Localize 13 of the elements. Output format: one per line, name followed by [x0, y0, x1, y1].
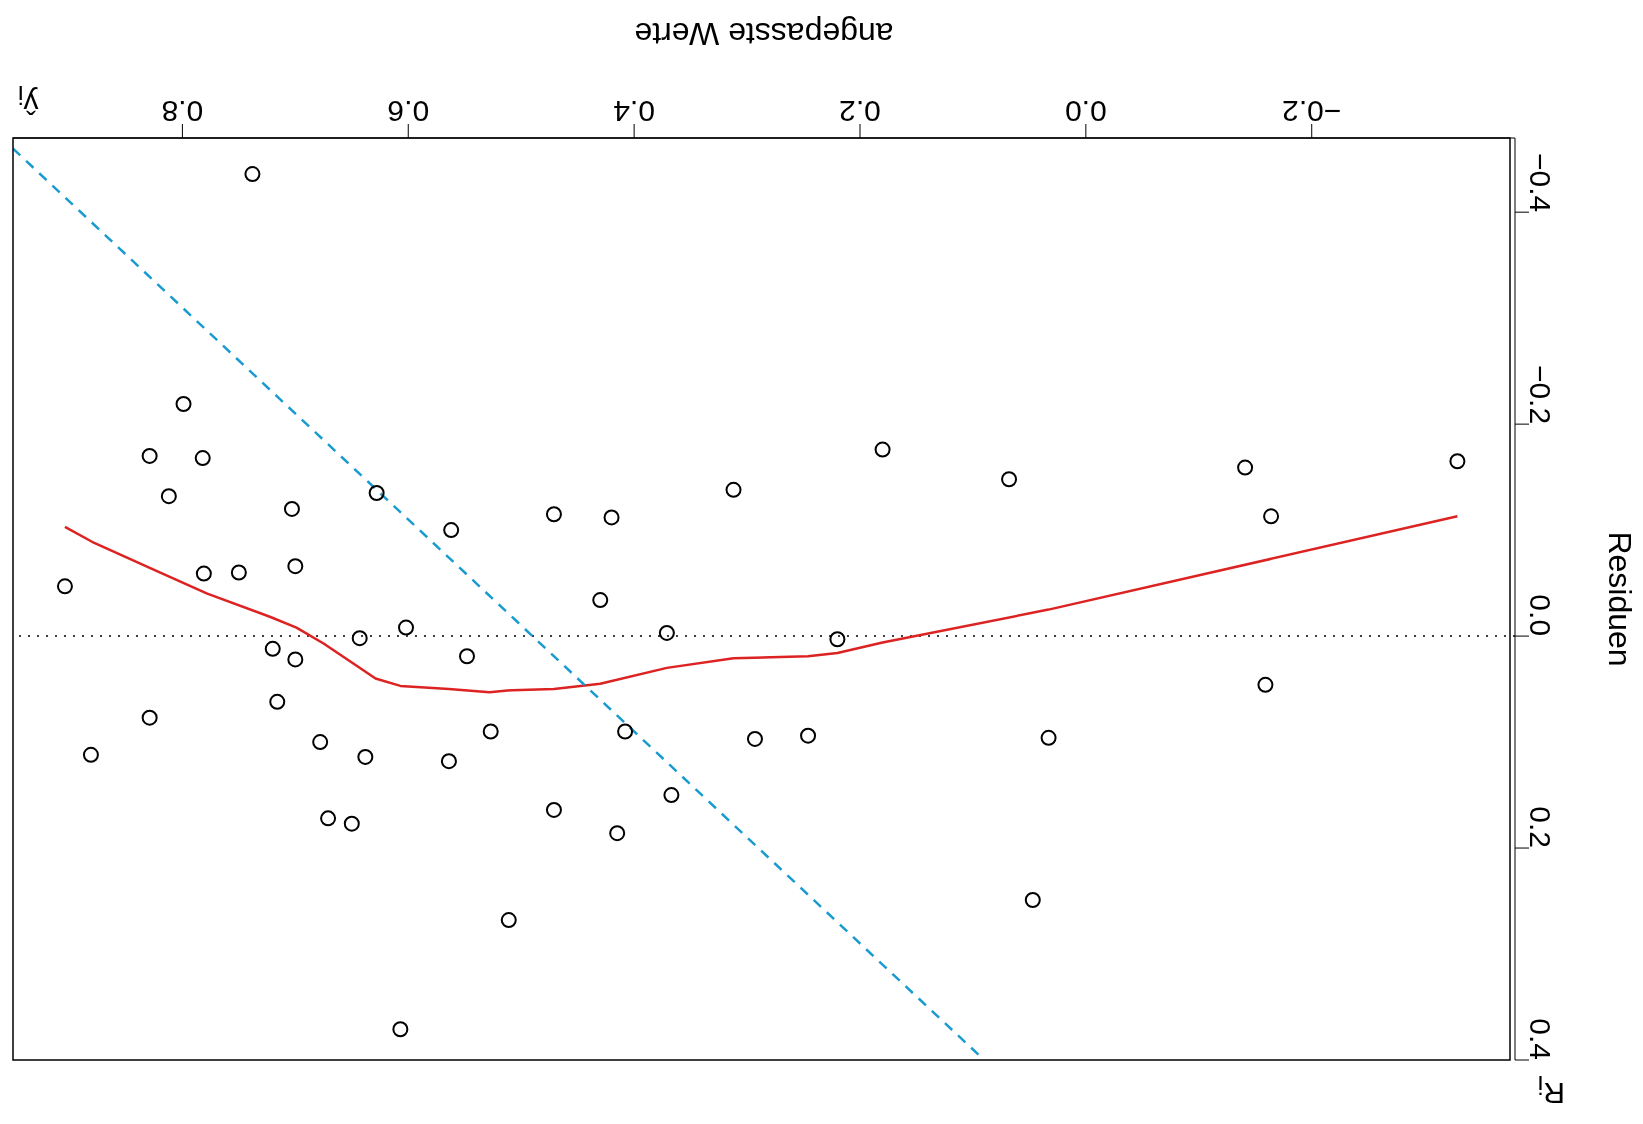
y-tick-label: 0.4	[1524, 1018, 1558, 1060]
y-tick-label: 0.0	[1524, 594, 1558, 637]
x-tick-label: −0.2	[1282, 94, 1342, 128]
x-tick-label: 0.6	[387, 94, 430, 128]
y-tick-label: 0.2	[1524, 806, 1558, 849]
x-tick-label: 0.8	[161, 94, 204, 128]
y-tick-label: −0.4	[1524, 152, 1558, 213]
x-tick-label: 0.0	[1065, 94, 1107, 128]
x-axis-title: angepasste Werte	[634, 16, 894, 52]
y-tick-label: −0.2	[1524, 364, 1558, 425]
x-tick-label: 0.4	[613, 94, 655, 128]
y-axis-title: Residuen	[1601, 531, 1638, 667]
x-tick-label: 0.2	[839, 94, 881, 128]
